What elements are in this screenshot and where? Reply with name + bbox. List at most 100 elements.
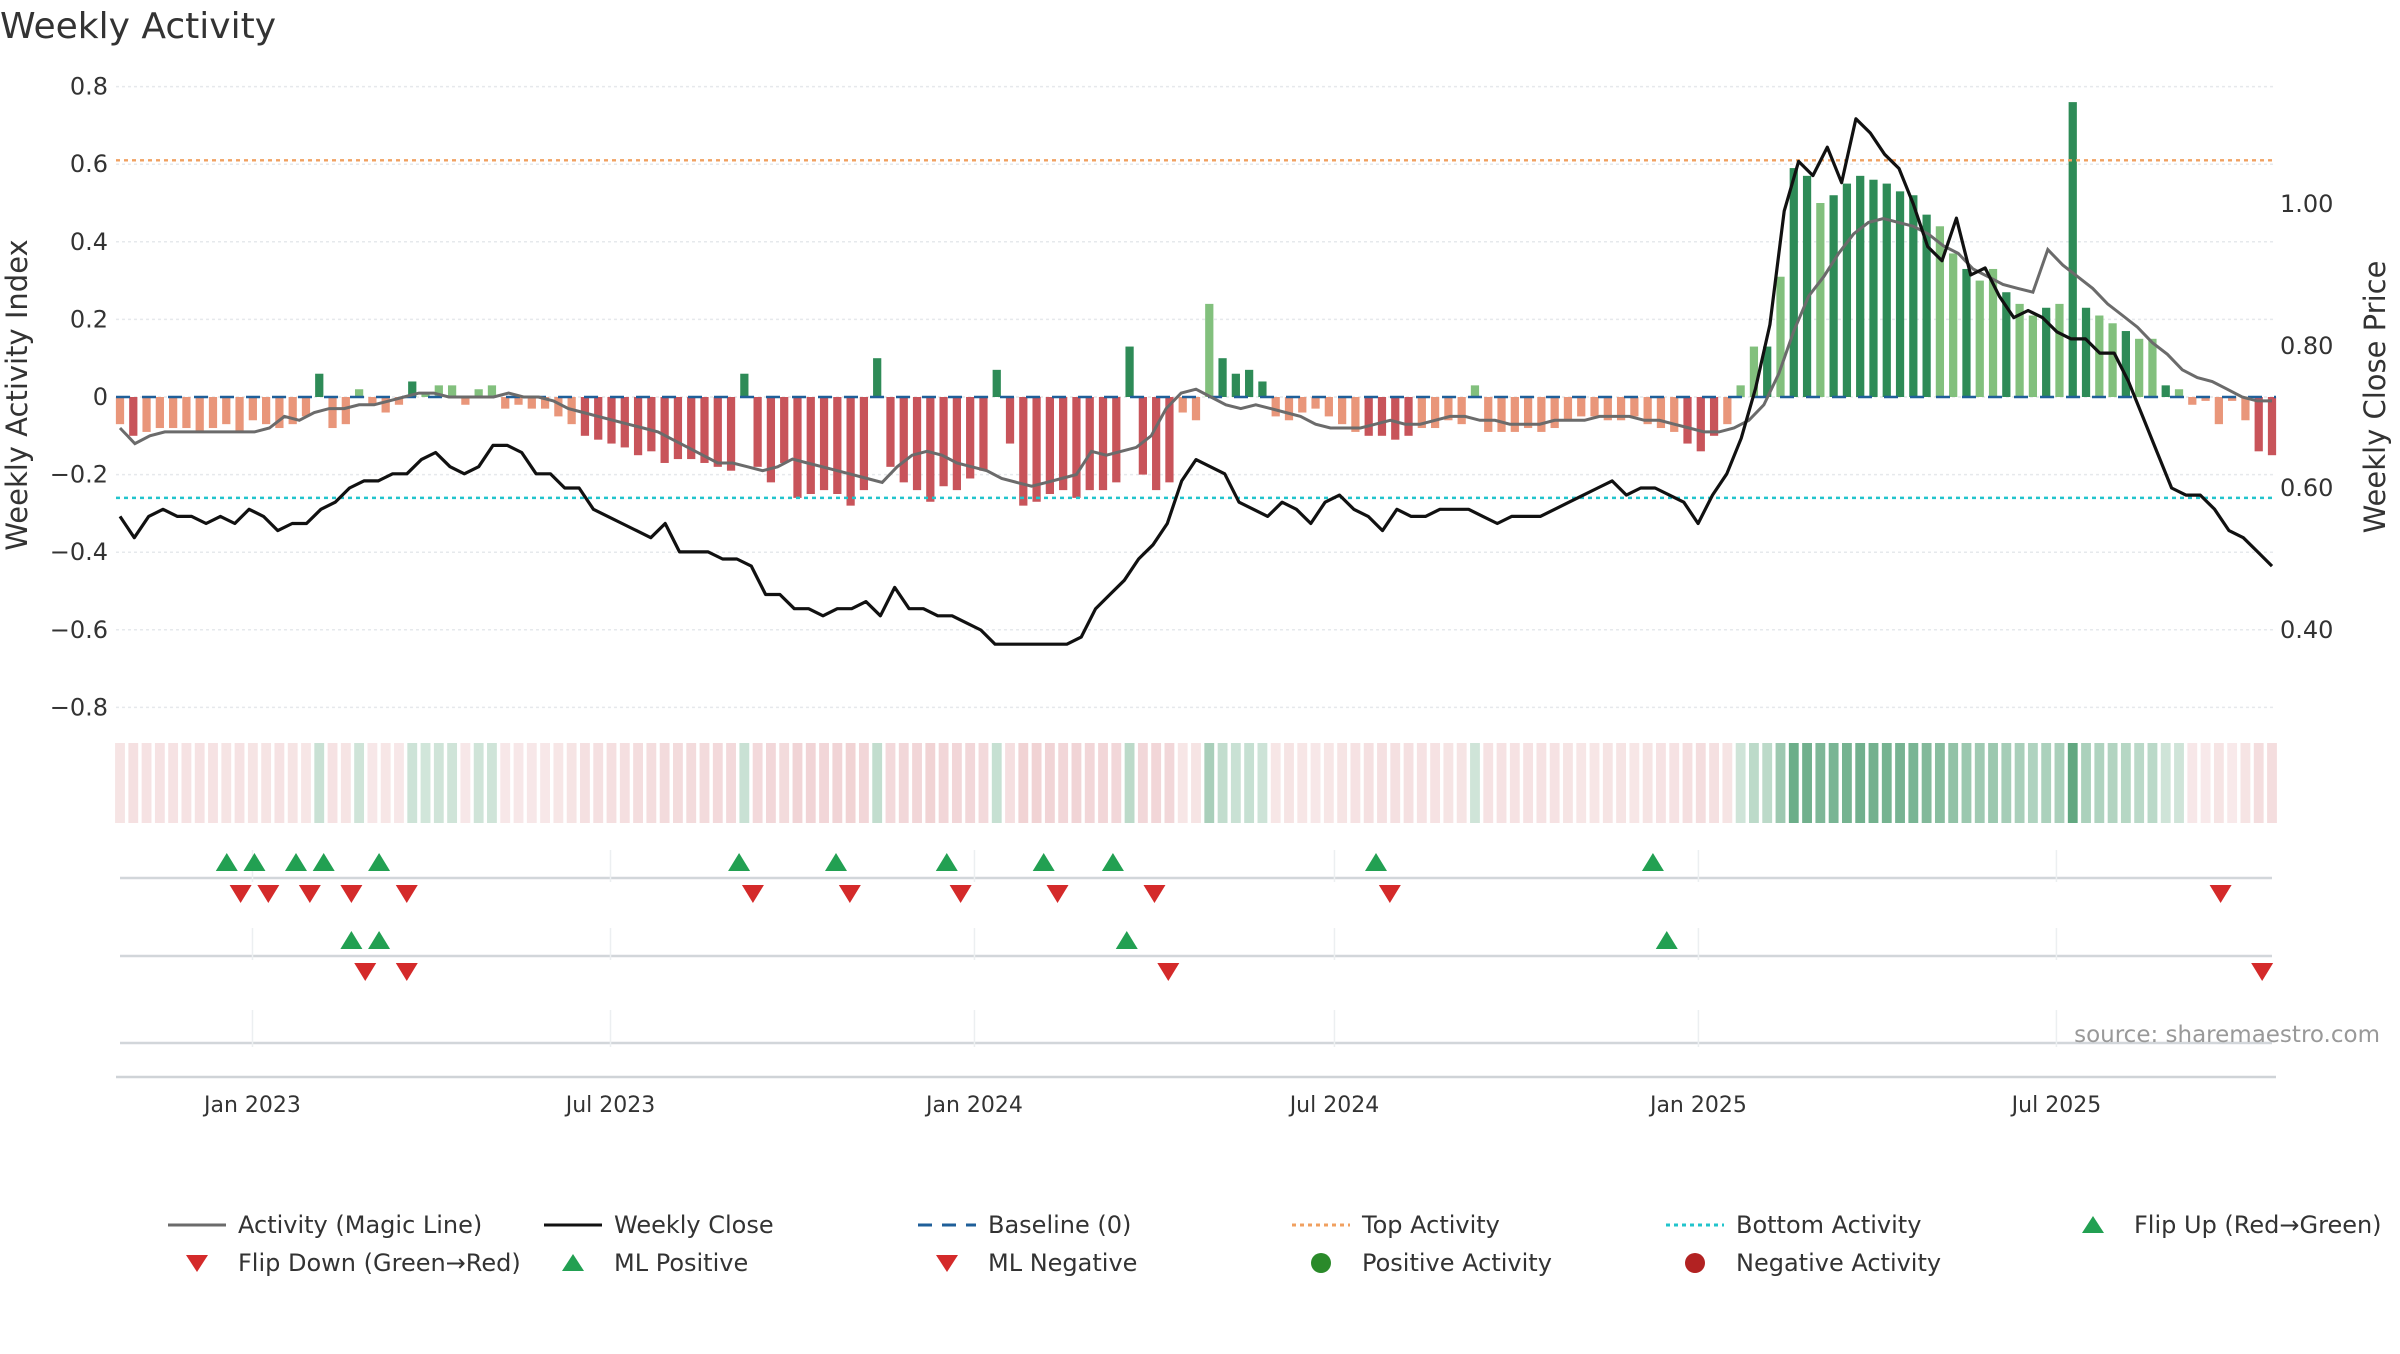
flip-up-marker [215, 853, 238, 871]
activity-bar [912, 397, 922, 491]
activity-bar [966, 397, 975, 479]
activity-bar [833, 397, 842, 494]
activity-bar [1098, 397, 1108, 491]
y-axis-label: Weekly Activity Index [0, 239, 34, 550]
heat-strip-cell [1656, 743, 1666, 823]
flip-down-marker [1143, 885, 1166, 903]
activity-bar [1191, 397, 1201, 421]
heat-strip-cell [2134, 743, 2145, 823]
activity-bar [2002, 292, 2011, 397]
heat-strip-cell [473, 743, 484, 823]
heat-strip-cell [2067, 743, 2078, 823]
heat-strip-cell [2120, 743, 2131, 823]
y-tick-label: 0.4 [70, 228, 108, 256]
activity-bar [2028, 315, 2038, 397]
activity-bar [2095, 315, 2104, 397]
activity-bar [1072, 397, 1081, 498]
activity-bar [1869, 179, 1878, 397]
heat-strip-cell [1137, 743, 1148, 823]
activity-bar [1603, 397, 1612, 421]
y2-tick-label: 1.00 [2280, 190, 2333, 218]
activity-bar [1975, 280, 1984, 397]
legend-label: Weekly Close [614, 1211, 774, 1239]
legend-label: Baseline (0) [988, 1211, 1131, 1239]
activity-bar [1005, 397, 1015, 444]
activity-bar [1152, 397, 1161, 491]
heat-strip-cell [261, 743, 272, 823]
activity-bar [2161, 385, 2170, 397]
heat-strip-cell [1775, 743, 1786, 823]
activity-bar [992, 369, 1001, 397]
legend-item: Flip Down (Green→Red) [186, 1249, 521, 1277]
activity-bar [1338, 397, 1347, 425]
heat-strip-cell [1284, 743, 1294, 823]
legend-swatch [186, 1255, 208, 1272]
activity-bar [540, 397, 550, 409]
activity-bar [846, 397, 855, 506]
activity-bar [2188, 397, 2197, 405]
heat-strip-cell [1921, 743, 1932, 823]
legend-label: ML Positive [614, 1249, 748, 1277]
flip-down-marker [1046, 885, 1069, 903]
heat-strip-cell [978, 743, 989, 823]
heat-strip-cell [141, 743, 152, 823]
activity-bar [1045, 397, 1054, 494]
activity-bar [1364, 397, 1373, 436]
heat-strip-cell [1762, 743, 1773, 823]
activity-bar [222, 397, 231, 425]
activity-bar [447, 385, 457, 397]
heat-strip-cell [208, 743, 218, 823]
heat-strip-cell [1217, 743, 1228, 823]
activity-bar [115, 397, 125, 425]
flip-down-marker [257, 885, 280, 903]
legend-item: Top Activity [1292, 1211, 1500, 1239]
heat-strip-cell [1111, 743, 1122, 823]
activity-bar [1789, 168, 1798, 397]
activity-bar [421, 393, 430, 397]
activity-bar [766, 397, 776, 483]
legend-item: Negative Activity [1685, 1249, 1941, 1277]
activity-bar [2228, 397, 2237, 401]
heat-strip-cell [2041, 743, 2052, 823]
activity-bar [2174, 389, 2184, 397]
flip-down-marker [395, 885, 418, 903]
y-tick-label: −0.4 [50, 538, 108, 566]
activity-bar [1059, 397, 1068, 491]
legend-item: Bottom Activity [1666, 1211, 1921, 1239]
heat-strip-cell [540, 743, 551, 823]
heat-strip-cell [327, 743, 338, 823]
heat-strip-cell [1496, 743, 1507, 823]
heat-strip-cell [593, 743, 604, 823]
heat-strip-cell [1602, 743, 1613, 823]
ml-positive-marker [368, 931, 391, 949]
heat-strip-cell [340, 743, 351, 823]
activity-bar [301, 397, 311, 417]
ml-positive-marker [340, 931, 363, 949]
flip-up-marker [243, 853, 266, 871]
heat-strip-cell [2160, 743, 2171, 823]
activity-bar [939, 397, 948, 487]
activity-bar [1736, 385, 1745, 397]
activity-bar [1510, 397, 1519, 432]
heat-strip-cell [1483, 743, 1494, 823]
heat-strip-cell [1031, 743, 1042, 823]
heat-strip-cell [606, 743, 617, 823]
activity-bar [819, 397, 829, 491]
activity-bar [1563, 397, 1573, 421]
legend-item: Positive Activity [1311, 1249, 1552, 1277]
activity-bar [2135, 338, 2144, 397]
heat-strip-cell [912, 743, 922, 823]
activity-bar [235, 397, 244, 432]
activity-bar [1656, 397, 1666, 429]
heat-strip-cell [154, 743, 165, 823]
heat-strip-cell [925, 743, 936, 823]
activity-bar [1696, 397, 1705, 452]
activity-bar [660, 397, 669, 463]
heat-strip-cell [2174, 743, 2184, 823]
activity-bar [262, 397, 271, 425]
heat-strip-cell [1337, 743, 1348, 823]
heat-strip-cell [115, 743, 125, 823]
flip-up-marker [1101, 853, 1124, 871]
flip-up-marker [285, 853, 307, 871]
